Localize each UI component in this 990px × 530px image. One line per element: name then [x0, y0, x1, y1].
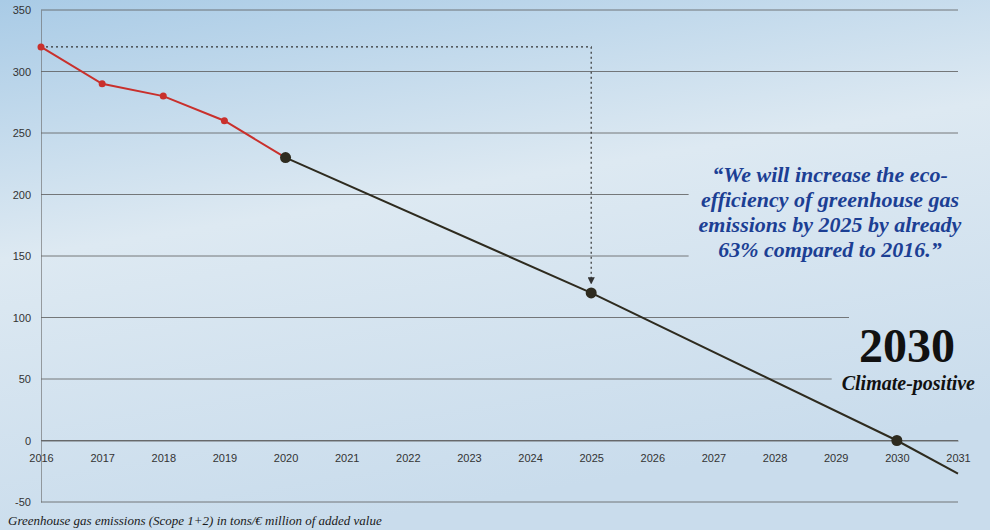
- series-line: [41, 47, 286, 158]
- grid-line: [41, 194, 689, 195]
- x-tick: 2029: [824, 441, 848, 465]
- x-tick: 2026: [641, 441, 665, 465]
- x-tick: 2021: [335, 441, 359, 465]
- y-tick: 50: [19, 373, 41, 385]
- x-tick: 2023: [457, 441, 481, 465]
- x-axis-line: [42, 441, 959, 442]
- y-tick: 100: [13, 312, 41, 324]
- y-tick-label: 350: [13, 4, 31, 16]
- x-tick: 2018: [152, 441, 176, 465]
- grid-line: [41, 317, 849, 318]
- quote-line: 63% compared to 2016.”: [718, 237, 942, 262]
- x-tick-label: 2017: [90, 452, 114, 464]
- y-tick: 0: [25, 435, 41, 447]
- x-tick-label: 2022: [396, 452, 420, 464]
- y-axis-line: [41, 11, 42, 503]
- x-tick-label: 2027: [702, 452, 726, 464]
- plot-area: [38, 43, 959, 473]
- x-tick-label: 2028: [763, 452, 787, 464]
- y-tick: 300: [13, 66, 41, 78]
- y-axis: -50 0 50 100 150 200 250 300 350: [13, 4, 42, 508]
- y-tick-label: 200: [13, 189, 31, 201]
- series-marker: [891, 435, 902, 446]
- x-tick-label: 2016: [29, 452, 53, 464]
- x-tick: 2017: [90, 441, 114, 465]
- series-marker: [160, 93, 167, 100]
- y-tick-label: 0: [25, 435, 31, 447]
- x-tick-label: 2025: [579, 452, 603, 464]
- target-connector: [41, 47, 591, 281]
- x-tick: 2025: [579, 441, 603, 465]
- y-axis-title: Greenhouse gas emissions (Scope 1+2) in …: [8, 513, 382, 528]
- goal-annotation: Climate-positive: [842, 372, 975, 395]
- y-tick: -50: [15, 496, 41, 508]
- grid-line: [41, 379, 832, 380]
- background: [0, 0, 990, 530]
- x-tick-label: 2026: [641, 452, 665, 464]
- grid-line: [41, 502, 958, 503]
- grid: [41, 10, 958, 502]
- grid-line: [41, 133, 958, 134]
- x-tick: 2028: [763, 441, 787, 465]
- x-tick-label: 2019: [213, 452, 237, 464]
- series-marker: [38, 43, 45, 50]
- y-tick: 350: [13, 4, 41, 16]
- x-tick-label: 2031: [946, 452, 970, 464]
- chart: -50 0 50 100 150 200 250 300 350 2016 2017 2018 2019…: [0, 0, 990, 530]
- x-tick-label: 2029: [824, 452, 848, 464]
- x-tick-label: 2030: [885, 452, 909, 464]
- x-tick: 2027: [702, 441, 726, 465]
- x-tick-label: 2024: [518, 452, 542, 464]
- y-tick: 200: [13, 189, 41, 201]
- x-tick: 2022: [396, 441, 420, 465]
- quote-line: efficiency of greenhouse gas: [701, 187, 959, 212]
- grid-line: [41, 10, 958, 11]
- x-tick-label: 2021: [335, 452, 359, 464]
- x-tick: 2019: [213, 441, 237, 465]
- x-tick-label: 2018: [152, 452, 176, 464]
- x-axis: 2016 2017 2018 2019 2020 2021 2022 2023 2024 2025…: [29, 441, 970, 465]
- series-marker: [221, 117, 228, 124]
- x-tick: 2016: [29, 441, 53, 465]
- quote-annotation: “We will increase the eco-efficiency of …: [699, 162, 962, 262]
- x-tick: 2031: [946, 441, 970, 465]
- y-tick-label: 100: [13, 312, 31, 324]
- y-tick-label: 250: [13, 127, 31, 139]
- y-tick-label: -50: [15, 496, 31, 508]
- y-tick: 250: [13, 127, 41, 139]
- annotations: “We will increase the eco-efficiency of …: [699, 162, 976, 395]
- series-marker: [586, 287, 597, 298]
- series-marker: [99, 80, 106, 87]
- x-tick: 2020: [274, 441, 298, 465]
- grid-line: [41, 256, 689, 257]
- y-tick-label: 300: [13, 66, 31, 78]
- quote-line: “We will increase the eco-: [712, 162, 947, 187]
- year-annotation: 2030: [859, 319, 955, 372]
- series-marker: [280, 152, 291, 163]
- series-line: [897, 441, 958, 474]
- quote-line: emissions by 2025 by already: [699, 212, 962, 237]
- x-tick-label: 2023: [457, 452, 481, 464]
- y-tick-label: 150: [13, 250, 31, 262]
- x-tick-label: 2020: [274, 452, 298, 464]
- x-tick: 2024: [518, 441, 542, 465]
- grid-line: [41, 440, 958, 441]
- y-tick: 150: [13, 250, 41, 262]
- grid-line: [41, 71, 958, 72]
- y-tick-label: 50: [19, 373, 31, 385]
